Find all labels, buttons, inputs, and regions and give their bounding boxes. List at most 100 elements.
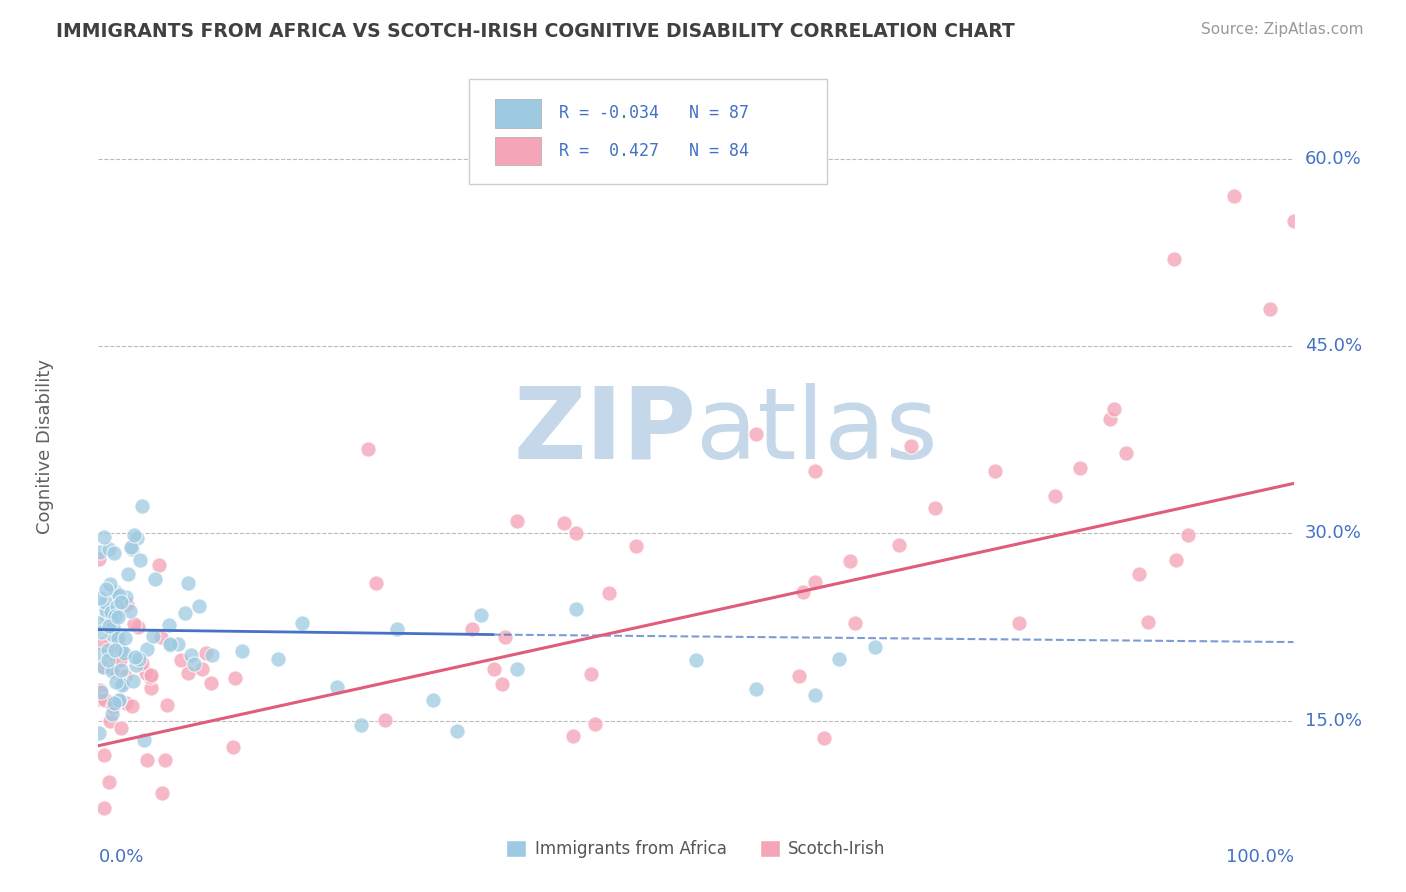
Point <box>101 699 124 714</box>
Point <box>174 606 197 620</box>
Point <box>121 699 143 714</box>
Point <box>889 539 911 553</box>
Point <box>491 677 513 691</box>
Point <box>105 674 128 689</box>
Point <box>127 620 149 634</box>
Text: IMMIGRANTS FROM AFRICA VS SCOTCH-IRISH COGNITIVE DISABILITY CORRELATION CHART: IMMIGRANTS FROM AFRICA VS SCOTCH-IRISH C… <box>56 22 1015 41</box>
Point <box>153 753 176 767</box>
Point <box>1136 615 1159 630</box>
Point <box>104 642 127 657</box>
Point <box>101 620 124 634</box>
Point <box>93 801 115 815</box>
Point <box>91 637 114 651</box>
Point <box>100 605 122 619</box>
Point <box>90 685 112 699</box>
Point <box>139 669 162 683</box>
Text: R = -0.034   N = 87: R = -0.034 N = 87 <box>558 104 748 122</box>
Point <box>506 514 529 528</box>
Point <box>111 648 134 662</box>
Text: Source: ZipAtlas.com: Source: ZipAtlas.com <box>1201 22 1364 37</box>
Point <box>120 541 142 555</box>
Point <box>844 616 866 631</box>
Point <box>139 668 162 682</box>
Point <box>139 681 162 695</box>
Point <box>114 669 136 683</box>
Point <box>104 609 127 624</box>
Point <box>838 554 860 568</box>
Point <box>598 586 620 600</box>
Point <box>326 680 349 694</box>
Point <box>104 632 127 646</box>
Point <box>350 718 373 732</box>
Point <box>125 531 148 545</box>
Point <box>828 652 851 666</box>
Point <box>110 663 132 677</box>
Point <box>1258 301 1281 316</box>
Point <box>143 572 166 586</box>
Point <box>149 630 172 644</box>
Point <box>89 551 111 566</box>
Point <box>157 617 180 632</box>
Point <box>101 664 124 678</box>
Point <box>460 622 482 636</box>
Point <box>135 666 157 681</box>
Point <box>159 638 181 652</box>
Point <box>105 636 128 650</box>
Point <box>121 542 143 557</box>
Point <box>117 566 139 581</box>
Text: ZIP: ZIP <box>513 383 696 480</box>
Point <box>89 591 111 605</box>
Point <box>267 652 290 666</box>
Point <box>132 733 155 747</box>
Point <box>565 601 588 615</box>
Point <box>89 545 111 559</box>
Point <box>364 576 387 591</box>
Point <box>107 588 129 602</box>
Point <box>984 464 1007 478</box>
Point <box>100 652 122 666</box>
Point <box>1177 528 1199 542</box>
Point <box>100 714 122 728</box>
Point <box>150 786 173 800</box>
Point <box>813 731 835 746</box>
Point <box>120 604 142 618</box>
Point <box>1223 189 1246 203</box>
FancyBboxPatch shape <box>495 136 541 165</box>
Point <box>177 665 200 680</box>
Point <box>142 630 165 644</box>
Point <box>385 622 409 636</box>
Point <box>97 643 120 657</box>
Point <box>626 539 648 553</box>
Point <box>87 615 110 630</box>
Point <box>110 721 132 735</box>
Point <box>159 637 181 651</box>
Point <box>804 575 827 590</box>
Point <box>494 630 516 644</box>
Point <box>101 627 124 641</box>
Point <box>156 698 179 712</box>
Point <box>131 500 153 514</box>
Point <box>787 669 810 683</box>
Point <box>93 530 115 544</box>
Point <box>356 442 378 456</box>
Point <box>222 740 245 755</box>
Point <box>745 682 768 697</box>
Point <box>93 747 115 762</box>
Point <box>100 614 122 628</box>
Point <box>128 553 150 567</box>
Point <box>865 640 887 654</box>
Point <box>374 714 396 728</box>
Point <box>561 730 583 744</box>
Point <box>98 619 121 633</box>
Point <box>470 607 492 622</box>
Point <box>136 642 159 657</box>
Text: R =  0.427   N = 84: R = 0.427 N = 84 <box>558 142 748 160</box>
Point <box>114 631 136 645</box>
FancyBboxPatch shape <box>495 99 541 128</box>
Point <box>89 726 111 740</box>
Point <box>745 426 768 441</box>
Point <box>565 526 588 541</box>
Point <box>231 644 253 658</box>
Point <box>122 616 145 631</box>
Point <box>1115 446 1137 460</box>
